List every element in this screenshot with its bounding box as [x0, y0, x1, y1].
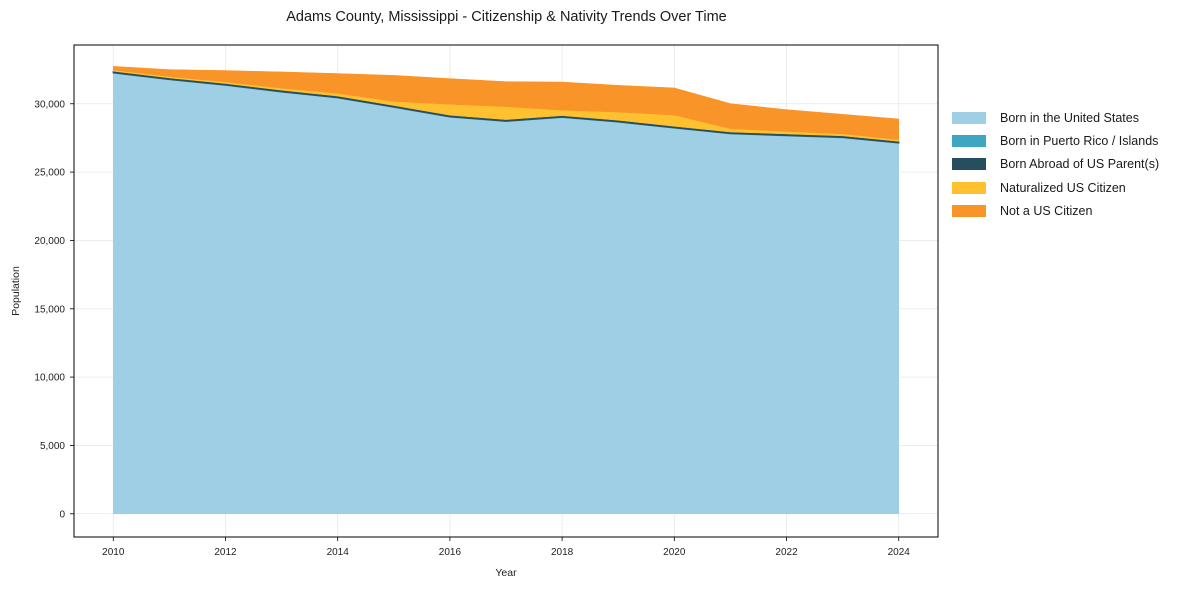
plot-frame: [73, 44, 939, 538]
svg-text:2022: 2022: [775, 547, 798, 558]
svg-text:2020: 2020: [663, 547, 686, 558]
svg-text:2024: 2024: [888, 547, 911, 558]
legend-swatch-born-us: [952, 111, 986, 124]
legend: Born in the United States Born in Puerto…: [952, 106, 1159, 223]
svg-text:2016: 2016: [439, 547, 462, 558]
y-axis-label: Population: [10, 266, 22, 316]
x-axis-label: Year: [495, 567, 517, 579]
svg-text:2012: 2012: [214, 547, 237, 558]
legend-item-born-abroad: Born Abroad of US Parent(s): [952, 153, 1159, 176]
y-axis-ticks: 0 5,000 10,000 15,000 20,000 25,000 30,000: [34, 99, 74, 520]
area-series-4: [113, 66, 899, 140]
legend-swatch-born-abroad: [952, 158, 986, 171]
legend-item-born-pr: Born in Puerto Rico / Islands: [952, 129, 1159, 152]
svg-text:20,000: 20,000: [34, 236, 65, 247]
svg-text:5,000: 5,000: [40, 441, 65, 452]
chart-title: Adams County, Mississippi - Citizenship …: [286, 9, 727, 25]
svg-text:2010: 2010: [102, 547, 125, 558]
svg-text:25,000: 25,000: [34, 168, 65, 179]
svg-text:10,000: 10,000: [34, 373, 65, 384]
legend-item-non-citizen: Not a US Citizen: [952, 200, 1159, 223]
svg-text:30,000: 30,000: [34, 99, 65, 110]
legend-swatch-non-citizen: [952, 205, 986, 218]
legend-swatch-born-pr: [952, 135, 986, 148]
legend-item-naturalized: Naturalized US Citizen: [952, 176, 1159, 199]
stacked-areas: [112, 66, 900, 515]
svg-text:15,000: 15,000: [34, 304, 65, 315]
svg-text:2018: 2018: [551, 547, 574, 558]
x-axis-ticks: 2010 2012 2014 2016 2018 2020 2022 2024: [102, 537, 910, 558]
area-series-0: [113, 72, 899, 515]
svg-text:2014: 2014: [327, 547, 350, 558]
svg-text:0: 0: [59, 509, 65, 520]
legend-item-born-us: Born in the United States: [952, 106, 1159, 129]
legend-swatch-naturalized: [952, 181, 986, 194]
